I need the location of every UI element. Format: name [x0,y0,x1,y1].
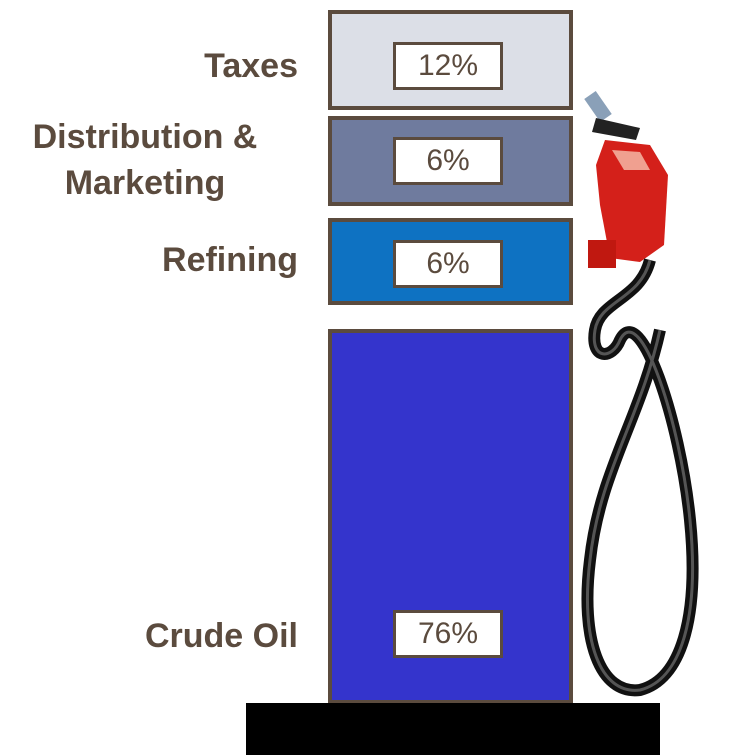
category-label: Distribution & Marketing [0,114,290,206]
category-label: Taxes [8,44,298,88]
nozzle [587,95,692,690]
value-label: 6% [393,137,503,185]
category-label: Crude Oil [8,614,298,658]
value-label: 76% [393,610,503,658]
pump-base [246,703,660,755]
value-label: 6% [393,240,503,288]
category-label: Refining [8,238,298,282]
infographic: 76% Crude Oil 6% Refining 6% Distribution & M… [0,0,731,755]
value-label: 12% [393,42,503,90]
